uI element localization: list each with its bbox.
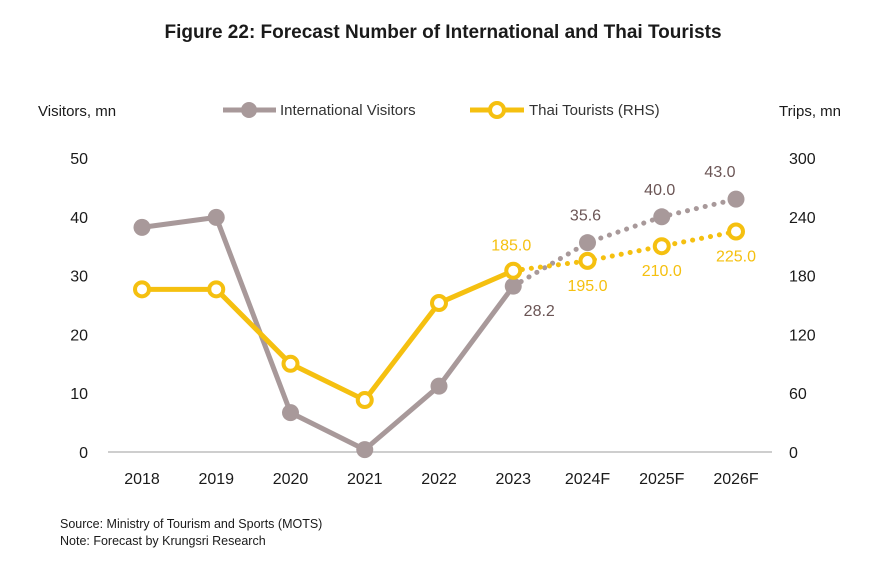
- source-note: Source: Ministry of Tourism and Sports (…: [60, 517, 322, 531]
- x-tick-label: 2024F: [565, 471, 611, 488]
- legend-swatch-thai-marker: [488, 101, 506, 119]
- x-tick-label: 2018: [124, 471, 160, 488]
- point-international: [133, 218, 151, 236]
- data-label-international: 35.6: [570, 208, 601, 225]
- series-layer: 28.2 35.6 40.0 43.0 185.0 195.0 210.0 225.0: [133, 164, 756, 459]
- legend-label-thai: Thai Tourists (RHS): [529, 102, 660, 119]
- series-thai: 185.0 195.0 210.0 225.0: [133, 222, 756, 410]
- legend-item-thai: Thai Tourists (RHS): [470, 101, 660, 119]
- left-tick-label: 50: [70, 151, 88, 168]
- point-thai: [578, 251, 597, 270]
- series-line-international-forecast: [510, 196, 739, 289]
- x-tick-label: 2020: [273, 471, 309, 488]
- point-thai: [727, 222, 745, 241]
- point-international: [653, 208, 671, 226]
- x-tick-label: 2026F: [713, 471, 759, 488]
- right-tick-label: 240: [789, 210, 816, 227]
- series-international: 28.2 35.6 40.0 43.0: [133, 164, 745, 459]
- right-tick-label: 120: [789, 327, 816, 344]
- point-international: [430, 377, 448, 395]
- right-axis-ticks: 0 60 120 180 240 300: [789, 151, 816, 462]
- x-tick-label: 2019: [198, 471, 234, 488]
- forecast-note: Note: Forecast by Krungsri Research: [60, 534, 266, 548]
- point-international: [504, 277, 522, 295]
- series-line-international-actual: [141, 214, 516, 453]
- point-thai: [281, 354, 300, 373]
- point-international: [727, 190, 745, 208]
- left-axis-title: Visitors, mn: [38, 103, 116, 120]
- data-label-thai: 185.0: [491, 238, 531, 255]
- legend-swatch-international-marker: [241, 102, 257, 118]
- legend-label-international: International Visitors: [280, 102, 416, 119]
- point-thai: [355, 391, 374, 410]
- point-thai: [430, 294, 448, 313]
- x-tick-label: 2021: [347, 471, 383, 488]
- data-label-thai: 210.0: [642, 263, 682, 280]
- point-thai: [652, 237, 671, 256]
- right-tick-label: 60: [789, 386, 807, 403]
- series-line-thai-actual: [142, 268, 515, 403]
- x-tick-label: 2025F: [639, 471, 685, 488]
- x-tick-label: 2022: [421, 471, 457, 488]
- right-tick-label: 180: [789, 269, 816, 286]
- point-international: [579, 234, 596, 252]
- left-tick-label: 20: [70, 327, 88, 344]
- point-international: [207, 208, 225, 226]
- left-tick-label: 40: [70, 210, 88, 227]
- data-label-international: 43.0: [704, 164, 735, 181]
- legend: International Visitors Thai Tourists (RH…: [223, 101, 660, 119]
- left-tick-label: 30: [70, 269, 88, 286]
- point-thai: [207, 280, 226, 299]
- point-thai: [133, 280, 151, 299]
- legend-item-international: International Visitors: [223, 102, 416, 119]
- data-label-international: 28.2: [524, 303, 555, 320]
- point-thai: [504, 261, 523, 280]
- data-label-thai: 195.0: [567, 278, 607, 295]
- point-international: [356, 441, 374, 459]
- series-line-thai-forecast: [510, 229, 739, 274]
- right-tick-label: 300: [789, 151, 816, 168]
- data-label-thai: 225.0: [716, 249, 756, 266]
- left-tick-label: 0: [79, 445, 88, 462]
- chart-title: Figure 22: Forecast Number of Internatio…: [164, 22, 721, 43]
- x-tick-label: 2023: [495, 471, 531, 488]
- point-international: [282, 404, 299, 422]
- left-tick-label: 10: [70, 386, 88, 403]
- right-axis-title: Trips, mn: [779, 103, 841, 120]
- x-axis-ticks: 2018 2019 2020 2021 2022 2023 2024F 2025F 2026F: [124, 471, 759, 488]
- left-axis-ticks: 0 10 20 30 40 50: [70, 151, 88, 462]
- right-tick-label: 0: [789, 445, 798, 462]
- data-label-international: 40.0: [644, 182, 675, 199]
